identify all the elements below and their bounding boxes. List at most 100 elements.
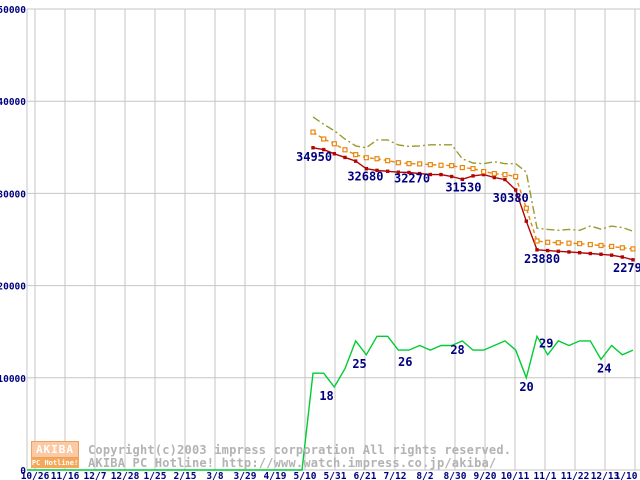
series-red-marker <box>503 177 507 182</box>
series-orange-marker <box>342 147 348 153</box>
x-tick-label: 7/12 <box>384 471 407 480</box>
data-label: 31530 <box>445 180 481 194</box>
series-orange-marker <box>417 161 423 167</box>
series-red-marker <box>343 155 347 160</box>
series-red-marker <box>439 172 443 177</box>
series-orange-marker <box>534 238 540 244</box>
series-orange-marker <box>353 152 359 158</box>
copyright-text: Copyright(c)2003 impress corporation All… <box>88 443 512 457</box>
series-orange-marker <box>374 156 380 162</box>
series-red-marker <box>332 152 337 156</box>
series-red-marker <box>577 250 582 255</box>
series-red-marker <box>396 170 401 174</box>
x-tick-label: 10/11 <box>501 471 530 480</box>
data-label: 26 <box>398 355 412 369</box>
series-orange-marker <box>310 129 316 135</box>
series-orange-marker <box>395 160 401 166</box>
series-red-marker <box>449 174 454 179</box>
series-orange-marker <box>331 141 337 147</box>
series-orange-marker <box>513 173 519 180</box>
x-tick-label: 11/22 <box>561 471 590 480</box>
logo-akiba-text: AKIBA <box>31 441 79 458</box>
data-label: 25 <box>352 357 366 371</box>
x-tick-label: 11/1 <box>534 471 557 480</box>
series-red-marker <box>321 147 326 152</box>
x-tick-label: 5/31 <box>324 471 347 480</box>
data-label: 24 <box>597 361 611 375</box>
x-tick-label: 11/16 <box>51 471 80 480</box>
y-tick-label: 10000 <box>0 374 26 385</box>
series-red-marker <box>481 172 486 177</box>
y-tick-label: 50000 <box>0 5 26 16</box>
series-orange-marker <box>630 246 636 252</box>
series-orange-marker <box>449 163 455 169</box>
series-orange-marker <box>545 239 551 245</box>
series-red-marker <box>524 219 529 223</box>
series-red-line <box>312 147 634 261</box>
series-orange-marker <box>619 245 625 251</box>
series-red-marker <box>620 255 625 259</box>
x-tick-label: 4/19 <box>264 471 287 480</box>
data-label: 32680 <box>347 170 383 184</box>
series-red-marker <box>364 166 369 171</box>
y-tick-label: 20000 <box>0 282 26 293</box>
y-tick-label: 30000 <box>0 189 26 200</box>
series-orange-marker <box>481 168 487 175</box>
series-red-marker <box>535 248 539 252</box>
x-tick-label: 3/29 <box>234 471 257 480</box>
series-red-marker <box>513 188 518 192</box>
x-tick-label: 9/20 <box>474 471 497 480</box>
data-label: 20 <box>519 380 533 394</box>
x-tick-label: 1/25 <box>144 471 167 480</box>
logo-pc-hotline-text: PC Hotline! <box>31 458 79 468</box>
series-red-marker <box>631 258 635 262</box>
x-tick-label: 12/13 <box>591 471 620 480</box>
series-red-marker <box>311 146 315 150</box>
series-orange-marker <box>438 162 444 168</box>
data-label: 23880 <box>524 252 560 266</box>
x-tick-label: 10/26 <box>21 471 50 480</box>
akiba-pc-hotline-logo: AKIBA PC Hotline! <box>31 441 79 468</box>
data-label: 29 <box>539 336 553 350</box>
x-tick-label: 5/10 <box>294 471 317 480</box>
series-orange-marker <box>363 155 369 161</box>
series-red-marker <box>353 159 358 163</box>
series-red-marker <box>556 249 561 254</box>
series-red-marker <box>471 174 475 178</box>
data-label: 28 <box>450 343 464 357</box>
series-orange-marker <box>459 164 465 171</box>
series-orange-marker <box>555 240 561 246</box>
y-tick-label: 0 <box>20 466 26 477</box>
series-orange-marker <box>427 162 433 168</box>
x-tick-label: 3/8 <box>206 471 223 480</box>
series-orange-marker <box>577 241 583 247</box>
data-label: 32270 <box>394 171 430 185</box>
series-red-marker <box>545 248 550 253</box>
x-tick-label: 12/7 <box>84 471 107 480</box>
series-orange-marker <box>566 240 572 246</box>
series-red-marker <box>428 172 433 177</box>
series-orange-marker <box>502 171 508 178</box>
x-tick-label: 2/15 <box>174 471 197 480</box>
series-red-marker <box>599 252 603 256</box>
series-red-marker <box>460 177 465 181</box>
series-red-marker <box>375 168 379 173</box>
x-tick-label: 6/21 <box>354 471 377 480</box>
series-orange-marker <box>587 241 593 248</box>
series-orange-marker <box>609 243 615 250</box>
series-red-marker <box>492 175 497 180</box>
data-label: 18 <box>319 389 333 403</box>
series-orange-marker <box>491 170 497 177</box>
series-red-marker <box>567 250 571 254</box>
series-orange-marker <box>406 161 412 167</box>
series-orange-marker <box>523 205 529 211</box>
data-label: 22799 <box>613 261 640 275</box>
x-tick-label: 12/28 <box>111 471 140 480</box>
series-red-marker <box>588 251 593 256</box>
series-orange-marker <box>598 242 604 249</box>
series-red-marker <box>385 169 390 173</box>
series-orange-marker <box>470 165 476 172</box>
site-url-text: AKIBA PC Hotline! http://www.watch.impre… <box>88 456 497 470</box>
